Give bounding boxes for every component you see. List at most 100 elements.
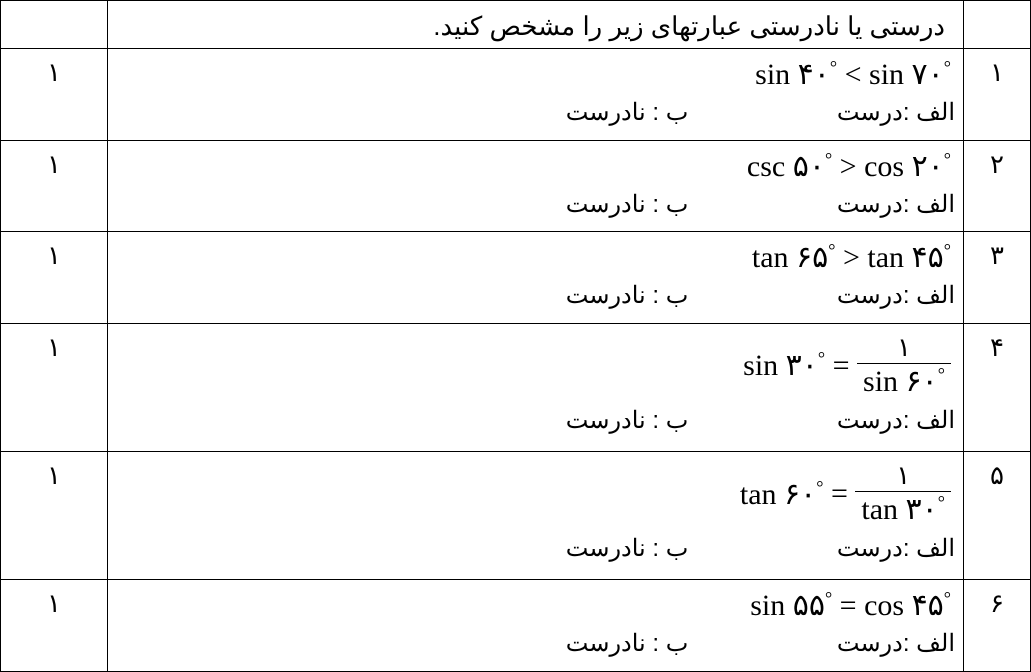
frac-numerator: ۱ (857, 332, 951, 364)
option-a[interactable]: الف :درست (695, 406, 955, 435)
options-row: الف :درست ب : نادرست (116, 400, 955, 435)
frac-numerator: ۱ (855, 460, 951, 492)
score-cell: ۱ (1, 452, 108, 580)
expr-right: tan ۴۵ (867, 241, 943, 274)
num-cell: ۱ (964, 49, 1031, 141)
num-cell: ۳ (964, 232, 1031, 324)
table-row: ۱ sin ۴۰° < sin ۷۰° الف :درست ب : نادرست… (1, 49, 1031, 141)
expr-right: cos ۲۰ (864, 150, 944, 183)
score-value: ۱ (47, 588, 61, 618)
table-row: ۱ sin ۳۰° = ۱ sin ۶۰° الف :درست ب : نادر… (1, 323, 1031, 451)
degree-symbol: ° (825, 149, 832, 169)
num-cell: ۲ (964, 140, 1031, 232)
options-row: الف :درست ب : نادرست (116, 275, 955, 310)
options-row: الف :درست ب : نادرست (116, 92, 955, 127)
table-row: ۱ csc ۵۰° > cos ۲۰° الف :درست ب : نادرست… (1, 140, 1031, 232)
score-cell: ۱ (1, 580, 108, 672)
table-row: ۱ tan ۶۰° = ۱ tan ۳۰° الف :درست ب : نادر… (1, 452, 1031, 580)
score-cell: ۱ (1, 323, 108, 451)
expression: tan ۶۵° > tan ۴۵° (116, 236, 955, 275)
degree-symbol: ° (828, 240, 835, 260)
expr-right: cos ۴۵ (864, 589, 944, 622)
instruction-text: درستی یا نادرستی عبارتهای زیر را مشخص کن… (116, 5, 955, 42)
option-b[interactable]: ب : نادرست (566, 406, 689, 435)
expr-left: tan ۶۰ (740, 478, 816, 511)
question-number: ۶ (990, 588, 1004, 618)
expr-left: sin ۴۰ (755, 58, 830, 91)
question-number: ۲ (990, 149, 1004, 179)
question-number: ۱ (990, 57, 1004, 87)
expr-left: csc ۵۰ (747, 150, 825, 183)
expr-left: sin ۵۵ (750, 589, 825, 622)
degree-symbol: ° (830, 57, 837, 77)
operator: < (845, 58, 862, 91)
degree-symbol: ° (944, 149, 951, 169)
num-cell: ۴ (964, 323, 1031, 451)
header-score-cell (1, 1, 108, 49)
option-a[interactable]: الف :درست (695, 190, 955, 219)
num-cell: ۵ (964, 452, 1031, 580)
option-a[interactable]: الف :درست (695, 534, 955, 563)
question-table: درستی یا نادرستی عبارتهای زیر را مشخص کن… (0, 0, 1031, 672)
question-number: ۵ (990, 460, 1004, 490)
expression: tan ۶۰° = ۱ tan ۳۰° (116, 456, 955, 528)
degree-symbol: ° (816, 477, 823, 497)
expr-left: tan ۶۵ (752, 241, 828, 274)
option-b[interactable]: ب : نادرست (566, 629, 689, 658)
fraction: ۱ sin ۶۰° (857, 332, 951, 400)
content-cell: sin ۳۰° = ۱ sin ۶۰° الف :درست ب : نادرست (108, 323, 964, 451)
expression: sin ۳۰° = ۱ sin ۶۰° (116, 328, 955, 400)
option-a[interactable]: الف :درست (695, 629, 955, 658)
content-cell: tan ۶۰° = ۱ tan ۳۰° الف :درست ب : نادرست (108, 452, 964, 580)
expression: sin ۵۵° = cos ۴۵° (116, 584, 955, 623)
header-content-cell: درستی یا نادرستی عبارتهای زیر را مشخص کن… (108, 1, 964, 49)
expr-left: sin ۳۰ (743, 349, 818, 382)
table-row: ۱ tan ۶۵° > tan ۴۵° الف :درست ب : نادرست… (1, 232, 1031, 324)
question-number: ۳ (990, 240, 1004, 270)
score-cell: ۱ (1, 49, 108, 141)
operator: = (840, 589, 857, 622)
operator: > (843, 241, 860, 274)
score-value: ۱ (47, 460, 61, 490)
score-value: ۱ (47, 149, 61, 179)
frac-denominator: tan ۳۰° (855, 492, 951, 528)
degree-symbol: ° (944, 240, 951, 260)
header-num-cell (964, 1, 1031, 49)
question-number: ۴ (990, 332, 1004, 362)
score-value: ۱ (47, 240, 61, 270)
degree-symbol: ° (938, 492, 945, 512)
operator: > (840, 150, 857, 183)
option-b[interactable]: ب : نادرست (566, 281, 689, 310)
num-cell: ۶ (964, 580, 1031, 672)
degree-symbol: ° (818, 348, 825, 368)
degree-symbol: ° (944, 57, 951, 77)
score-cell: ۱ (1, 232, 108, 324)
option-a[interactable]: الف :درست (695, 281, 955, 310)
operator: = (833, 349, 850, 382)
option-b[interactable]: ب : نادرست (566, 98, 689, 127)
options-row: الف :درست ب : نادرست (116, 623, 955, 658)
header-row: درستی یا نادرستی عبارتهای زیر را مشخص کن… (1, 1, 1031, 49)
expression: csc ۵۰° > cos ۲۰° (116, 145, 955, 184)
table-row: ۱ sin ۵۵° = cos ۴۵° الف :درست ب : نادرست… (1, 580, 1031, 672)
option-b[interactable]: ب : نادرست (566, 534, 689, 563)
degree-symbol: ° (944, 588, 951, 608)
options-row: الف :درست ب : نادرست (116, 528, 955, 563)
expression: sin ۴۰° < sin ۷۰° (116, 53, 955, 92)
content-cell: sin ۵۵° = cos ۴۵° الف :درست ب : نادرست (108, 580, 964, 672)
expr-right: sin ۷۰ (869, 58, 944, 91)
operator: = (831, 477, 848, 510)
frac-denominator: sin ۶۰° (857, 364, 951, 400)
score-value: ۱ (47, 57, 61, 87)
degree-symbol: ° (825, 588, 832, 608)
content-cell: csc ۵۰° > cos ۲۰° الف :درست ب : نادرست (108, 140, 964, 232)
score-value: ۱ (47, 332, 61, 362)
content-cell: sin ۴۰° < sin ۷۰° الف :درست ب : نادرست (108, 49, 964, 141)
fraction: ۱ tan ۳۰° (855, 460, 951, 528)
content-cell: tan ۶۵° > tan ۴۵° الف :درست ب : نادرست (108, 232, 964, 324)
degree-symbol: ° (938, 364, 945, 384)
score-cell: ۱ (1, 140, 108, 232)
option-a[interactable]: الف :درست (695, 98, 955, 127)
options-row: الف :درست ب : نادرست (116, 184, 955, 219)
option-b[interactable]: ب : نادرست (566, 190, 689, 219)
